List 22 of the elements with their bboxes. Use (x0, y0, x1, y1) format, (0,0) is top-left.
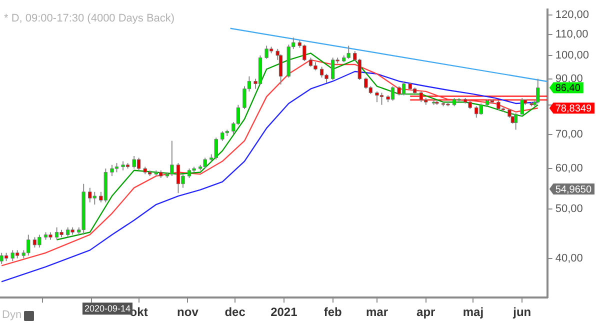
y-tick-label: 100,00 (555, 49, 590, 62)
y-tick-label: 120,00 (555, 9, 590, 22)
x-tick-label: 2021 (270, 305, 298, 320)
x-tick-label: jun (512, 305, 532, 320)
chart-title: * D, 09:00-17:30 (4000 Days Back) (4, 12, 175, 25)
x-tick-label: dec (224, 305, 246, 320)
text: 2020-09-14 (84, 304, 131, 314)
x-tick-label: feb (324, 305, 342, 320)
y-tick-label: 90,00 (555, 72, 583, 85)
y-tick-label: 70,00 (555, 128, 583, 140)
annotation: 78,8349 (555, 103, 592, 114)
x-tick-label: mar (366, 305, 388, 320)
y-tick-label: 40,00 (555, 252, 583, 264)
y-tick-label: 60,00 (555, 162, 583, 175)
x-tick-label: maj (462, 305, 484, 320)
y-tick-label: 50,00 (555, 202, 583, 215)
x-tick-label: apr (416, 305, 436, 320)
y-tick-label: 110,00 (555, 28, 588, 40)
text: 54,9650 (555, 184, 592, 196)
text: Dyn (2, 309, 22, 322)
x-tick-label: nov (177, 305, 199, 320)
annotation: 86,40 (555, 83, 581, 94)
